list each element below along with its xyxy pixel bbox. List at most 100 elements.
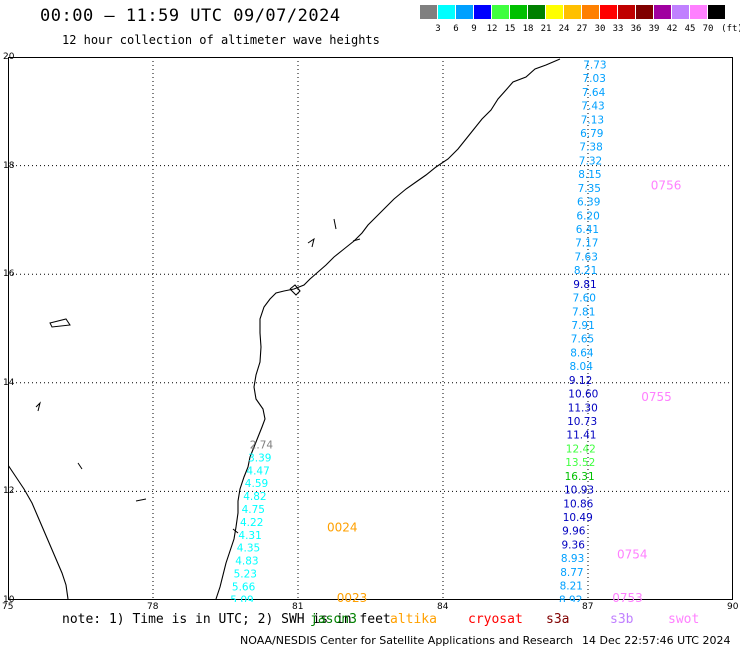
x-tick-label: 75 xyxy=(2,602,14,612)
wave-height-value: 10.60 xyxy=(568,389,598,401)
scale-swatch xyxy=(690,5,707,19)
page-subtitle: 12 hour collection of altimeter wave hei… xyxy=(62,33,380,47)
wave-height-value: 8.92 xyxy=(559,594,582,602)
scale-swatch xyxy=(582,5,599,19)
wave-height-value: 7.60 xyxy=(573,293,596,305)
satellite-legend-cryosat: cryosat xyxy=(468,612,523,627)
satellite-legend-altika: altika xyxy=(390,612,437,627)
scale-label: 24 xyxy=(558,24,570,34)
pass-time-label: 0756 xyxy=(651,178,682,192)
scale-swatch xyxy=(618,5,635,19)
wave-height-value: 3.39 xyxy=(248,452,271,464)
y-tick-label: 12 xyxy=(3,486,15,497)
scale-swatch xyxy=(474,5,491,19)
wave-height-value: 7.91 xyxy=(571,320,594,332)
wave-height-value: 7.81 xyxy=(572,306,595,318)
satellite-legend-s3a: s3a xyxy=(546,612,570,627)
scale-label: 33 xyxy=(612,24,624,34)
scale-unit: (ft) xyxy=(721,24,740,34)
wave-height-value: 7.64 xyxy=(582,87,606,99)
wave-height-value: 8.21 xyxy=(560,581,583,593)
wave-height-value: 10.93 xyxy=(564,485,594,497)
wave-height-value: 4.59 xyxy=(245,478,268,490)
satellite-legend-s3b: s3b xyxy=(610,612,634,627)
wave-height-value: 4.47 xyxy=(246,465,269,477)
satellite-legend-swot: swot xyxy=(668,612,700,627)
wave-height-value: 7.35 xyxy=(578,183,601,195)
x-tick-label: 78 xyxy=(147,602,159,612)
scale-label: 21 xyxy=(540,24,552,34)
x-tick-label: 81 xyxy=(292,602,304,612)
wave-height-value: 4.31 xyxy=(238,530,261,542)
scale-label: 6 xyxy=(453,24,459,34)
satellite-legend-jason3: jason3 xyxy=(310,612,357,627)
wave-height-value: 4.83 xyxy=(235,556,258,568)
scale-swatch xyxy=(546,5,563,19)
x-tick-label: 84 xyxy=(437,602,449,612)
wave-height-value: 7.65 xyxy=(571,334,594,346)
wave-height-value: 10.86 xyxy=(563,498,593,510)
scale-swatch xyxy=(708,5,725,19)
wave-height-value: 2.74 xyxy=(250,440,274,452)
scale-swatch xyxy=(600,5,617,19)
wave-height-value: 16.31 xyxy=(565,471,595,483)
altimeter-tracks: 7.73 7.03 7.64 7.437.13 6.79 7.387.32 8.15 7.35… xyxy=(230,59,606,602)
y-tick-label: 16 xyxy=(3,269,15,280)
footer-timestamp: 14 Dec 22:57:46 UTC 2024 xyxy=(582,634,731,647)
scale-label: 27 xyxy=(576,24,588,34)
wave-height-value: 5.66 xyxy=(232,581,256,593)
scale-swatch xyxy=(564,5,581,19)
scale-label: 9 xyxy=(471,24,477,34)
y-tick-label: 20 xyxy=(3,52,15,62)
scale-swatch xyxy=(456,5,473,19)
island-6 xyxy=(77,462,83,470)
wave-height-value: 7.73 xyxy=(583,59,606,71)
x-tick-label: 87 xyxy=(582,602,594,612)
wave-height-value: 4.75 xyxy=(242,504,265,516)
wave-height-value: 8.21 xyxy=(574,265,597,277)
coastline-sri-lanka xyxy=(8,464,69,600)
wave-height-value: 8.93 xyxy=(561,553,584,565)
scale-label: 70 xyxy=(702,24,714,34)
wave-height-value: 10.49 xyxy=(563,512,593,524)
island-1 xyxy=(333,218,337,230)
wave-height-value: 8.64 xyxy=(570,347,594,359)
scale-label: 39 xyxy=(648,24,660,34)
scale-swatch xyxy=(492,5,509,19)
wave-height-value: 8.77 xyxy=(560,567,583,579)
wave-height-value: 11.30 xyxy=(568,402,598,414)
scale-swatch xyxy=(528,5,545,19)
wave-height-value: 7.43 xyxy=(581,101,604,113)
page-title: 00:00 – 11:59 UTC 09/07/2024 xyxy=(40,6,341,26)
y-tick-label: 18 xyxy=(3,160,15,171)
scale-swatch xyxy=(672,5,689,19)
island-8 xyxy=(232,528,239,534)
pass-time-label: 0755 xyxy=(641,390,672,404)
scale-label: 18 xyxy=(522,24,534,34)
wave-height-value: 12.42 xyxy=(566,443,596,455)
y-tick-label: 10 xyxy=(3,595,15,605)
wave-height-value: 4.22 xyxy=(240,517,263,529)
x-tick-label: 90 xyxy=(727,602,739,612)
wave-height-value: 6.39 xyxy=(577,197,600,209)
wave-height-value: 7.17 xyxy=(575,238,598,250)
wave-height-value: 5.23 xyxy=(234,569,257,581)
scale-label: 42 xyxy=(666,24,678,34)
wave-height-value: 11.41 xyxy=(566,430,596,442)
wave-height-value: 9.81 xyxy=(573,279,596,291)
island-4 xyxy=(49,318,71,328)
pass-time-labels: 0756 0755 0754 0753 0024 0023 xyxy=(327,178,681,602)
scale-label: 30 xyxy=(594,24,606,34)
coastline-india-east xyxy=(215,58,561,600)
scale-label: 45 xyxy=(684,24,696,34)
scale-swatch xyxy=(438,5,455,19)
scale-swatch xyxy=(654,5,671,19)
wave-height-value: 7.13 xyxy=(581,114,604,126)
wave-height-value: 9.96 xyxy=(562,526,586,538)
wave-height-value: 9.36 xyxy=(562,539,586,551)
wave-height-value: 4.82 xyxy=(243,491,266,503)
wave-height-value: 6.20 xyxy=(576,210,599,222)
wave-height-value: 6.41 xyxy=(576,224,599,236)
wave-height-value: 8.15 xyxy=(578,169,601,181)
pass-time-label: 0753 xyxy=(612,591,643,602)
